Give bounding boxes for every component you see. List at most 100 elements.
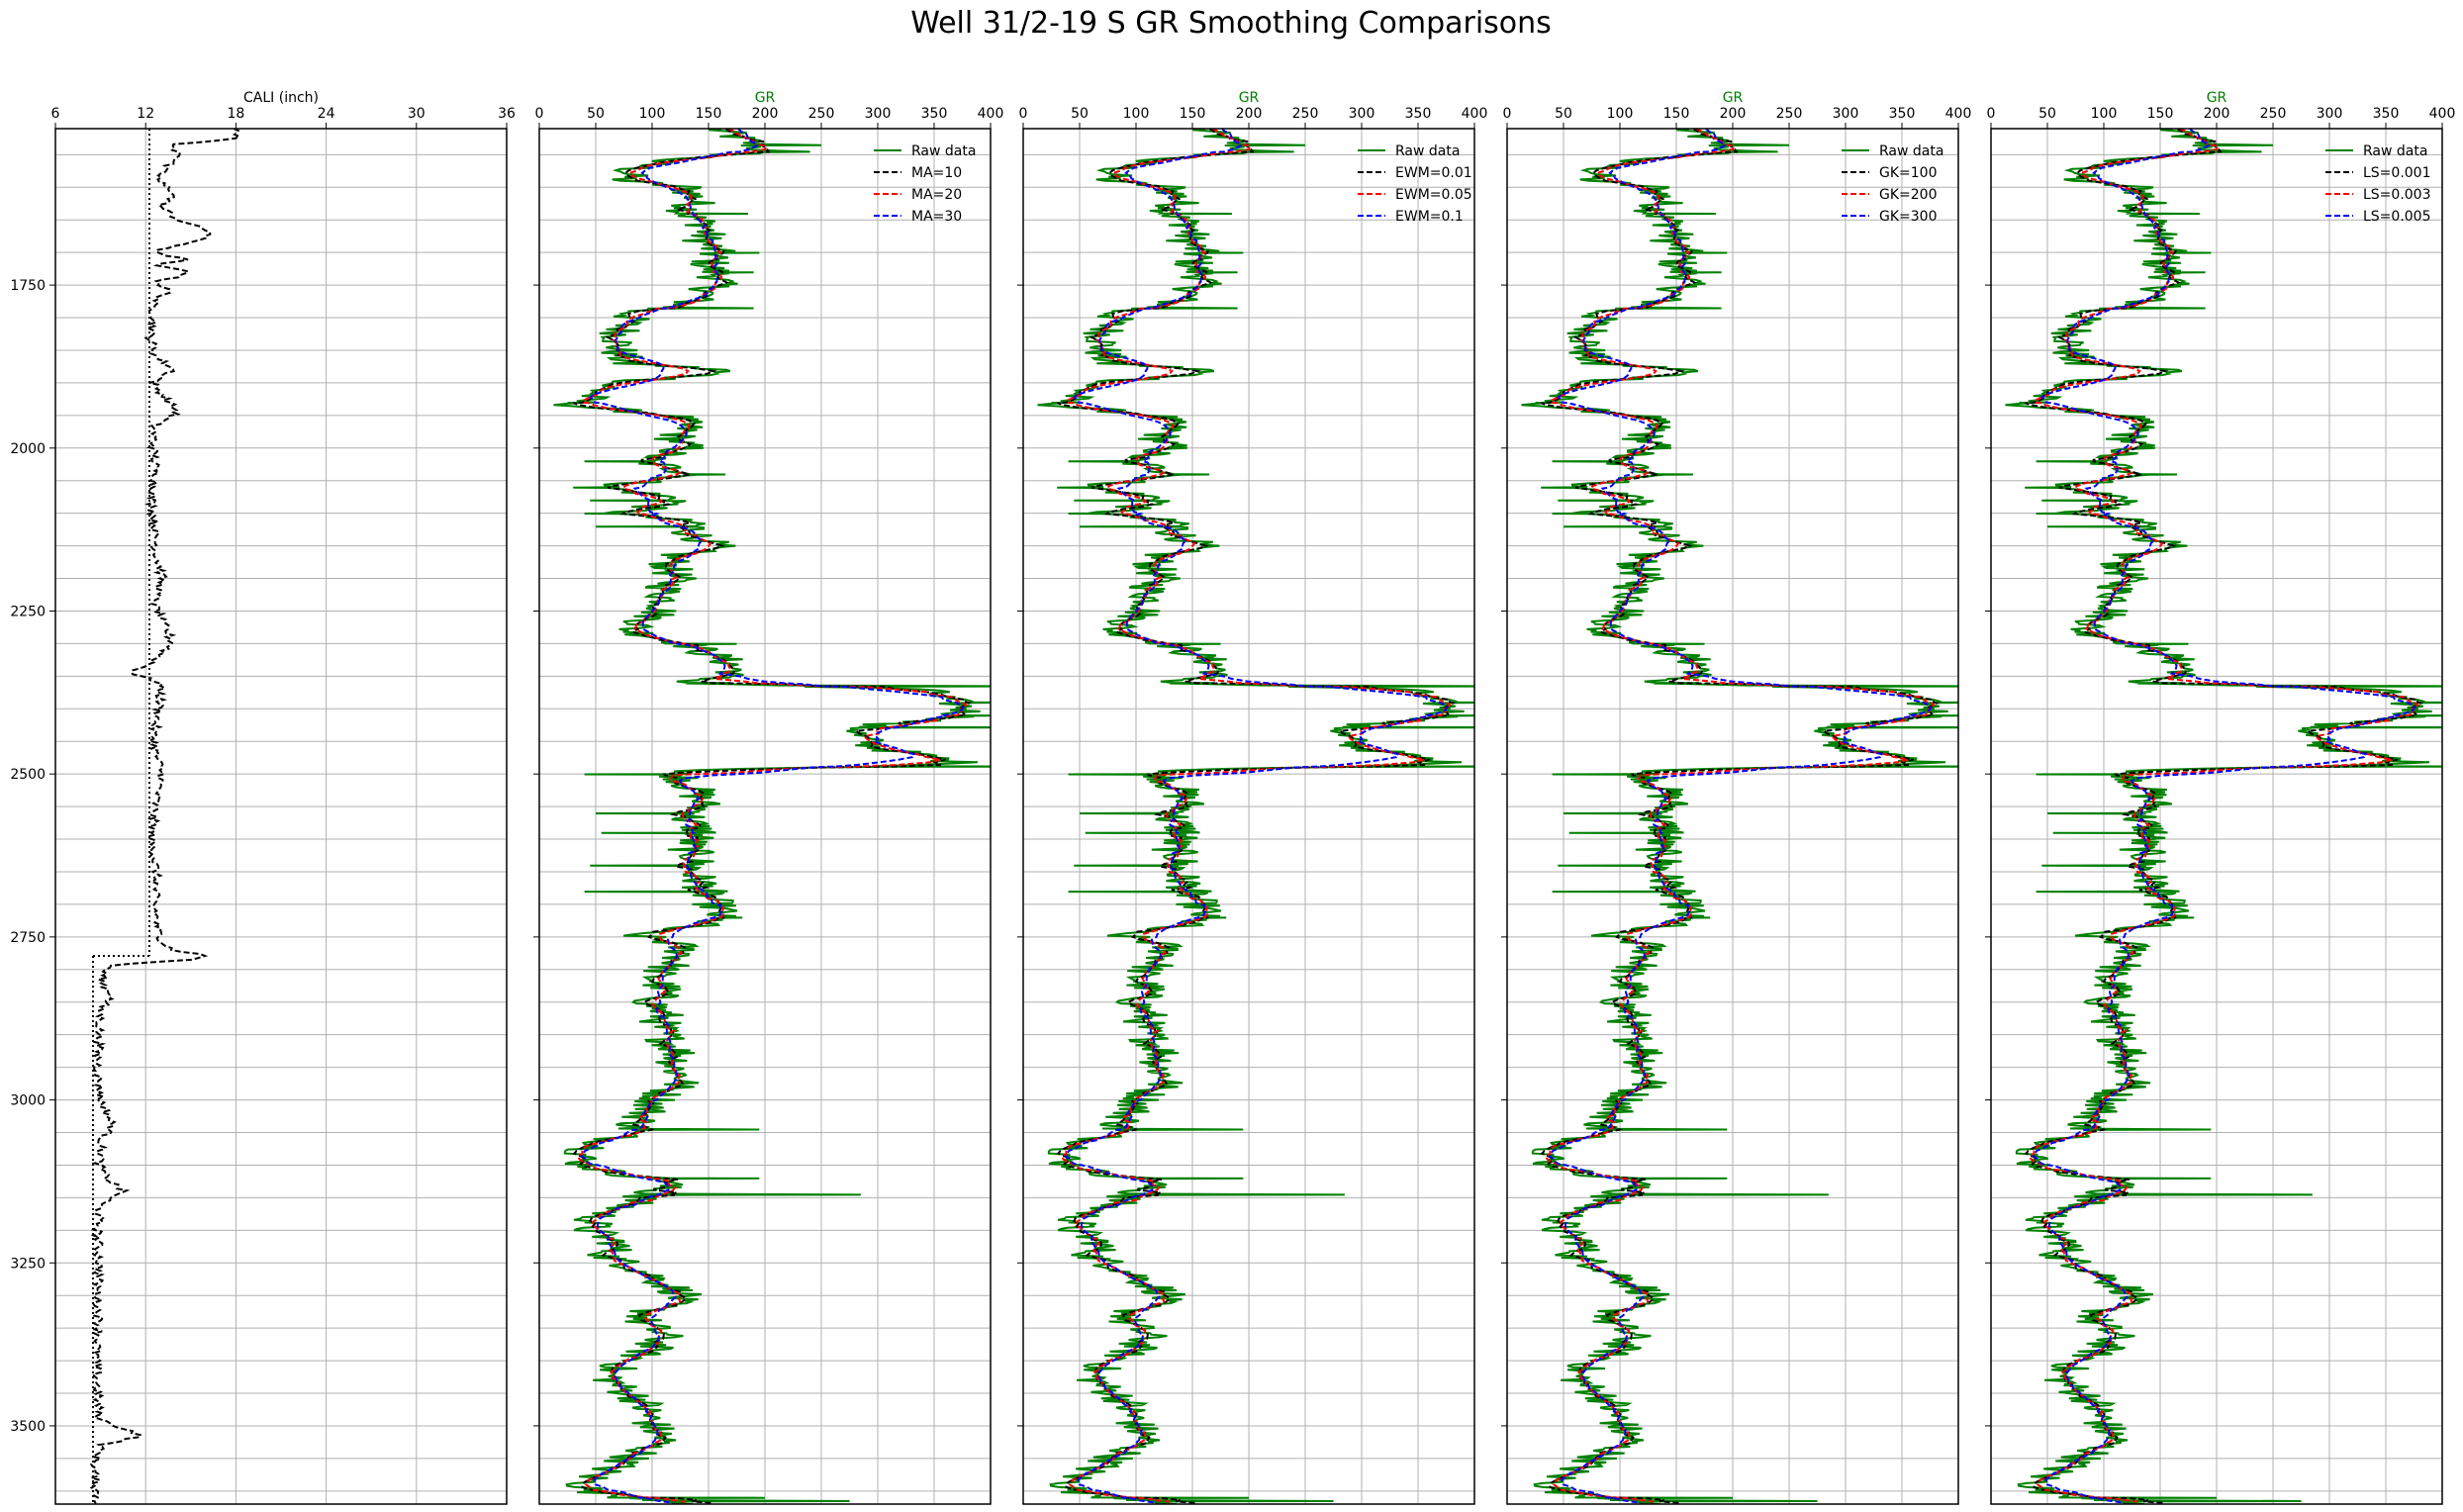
series-raw-data xyxy=(553,129,991,1504)
series-ma-10 xyxy=(572,129,973,1504)
legend-label: MA=20 xyxy=(911,187,962,203)
x-tick-label: 100 xyxy=(639,106,666,122)
y-tick-label: 2500 xyxy=(10,767,46,783)
plot-area xyxy=(1521,129,1958,1504)
y-tick-label: 2750 xyxy=(10,930,46,946)
legend-label: Raw data xyxy=(2363,143,2427,159)
series-ewm-0-01 xyxy=(1056,129,1457,1504)
x-tick-label: 250 xyxy=(1292,106,1319,122)
x-tick-label: 50 xyxy=(1071,106,1089,122)
x-tick-label: 150 xyxy=(1663,106,1690,122)
legend-label: MA=30 xyxy=(911,209,962,225)
x-tick-label: 24 xyxy=(318,106,335,122)
x-tick-label: 100 xyxy=(1607,106,1634,122)
panel-frame xyxy=(54,128,508,1505)
x-tick-label: 100 xyxy=(2091,106,2118,122)
series-ewm-0-1 xyxy=(1064,129,1449,1504)
x-tick-label: 250 xyxy=(1776,106,1803,122)
legend-label: GK=200 xyxy=(1879,187,1937,203)
x-tick-label: 150 xyxy=(1180,106,1206,122)
x-axis-label: GR xyxy=(1723,90,1744,106)
x-tick-label: 350 xyxy=(921,106,948,122)
legend-label: GK=300 xyxy=(1879,209,1937,225)
series-ma-20 xyxy=(577,129,968,1503)
series-raw-data xyxy=(2005,129,2442,1504)
series-gk-300 xyxy=(1548,129,1933,1504)
legend-label: LS=0.001 xyxy=(2363,165,2431,181)
x-tick-label: 50 xyxy=(587,106,605,122)
series-ls-0-003 xyxy=(2029,129,2419,1503)
legend: Raw data LS=0.001 LS=0.003 LS=0.005 xyxy=(2325,143,2431,225)
series-ewm-0-05 xyxy=(1061,129,1452,1503)
panel-frame xyxy=(1022,128,1475,1505)
track-panel-3: 0 50 100 150 200 250 300 350 400 GR Raw data EWM=0.… xyxy=(1017,90,1488,1505)
series-ls-0-005 xyxy=(2032,129,2416,1504)
series-ls-0-001 xyxy=(2024,129,2424,1504)
x-tick-label: 0 xyxy=(1503,106,1512,122)
x-axis-label: GR xyxy=(1239,90,1260,106)
x-tick-label: 300 xyxy=(865,106,892,122)
panel-frame xyxy=(1990,128,2443,1505)
x-tick-label: 200 xyxy=(2204,106,2230,122)
x-axis-label: GR xyxy=(755,90,776,106)
y-tick-label: 1750 xyxy=(10,278,46,294)
x-tick-label: 150 xyxy=(696,106,722,122)
legend-label: Raw data xyxy=(1395,143,1460,159)
x-tick-label: 30 xyxy=(408,106,426,122)
legend-label: LS=0.005 xyxy=(2363,209,2431,225)
series-raw-data xyxy=(1521,129,1958,1504)
x-tick-label: 0 xyxy=(535,106,544,122)
x-tick-label: 36 xyxy=(498,106,516,122)
y-tick-label: 3500 xyxy=(10,1419,46,1435)
x-axis-label: CALI (inch) xyxy=(243,90,319,106)
track-panel-1: 6 12 18 24 30 36 CALI (inch) 1750 2000 2250 2500 27… xyxy=(10,90,516,1505)
plot-area xyxy=(1037,129,1474,1504)
track-panel-4: 0 50 100 150 200 250 300 350 400 GR Raw data GK=100… xyxy=(1501,90,1972,1505)
x-tick-label: 100 xyxy=(1123,106,1150,122)
track-panel-2: 0 50 100 150 200 250 300 350 400 GR Raw data MA=10 M… xyxy=(533,90,1004,1505)
plot-area xyxy=(88,129,242,1504)
x-tick-label: 300 xyxy=(1833,106,1859,122)
series-raw-data xyxy=(1037,129,1474,1504)
x-tick-label: 400 xyxy=(1462,106,1488,122)
legend-label: EWM=0.1 xyxy=(1395,209,1464,225)
x-tick-label: 200 xyxy=(1720,106,1747,122)
x-tick-label: 50 xyxy=(1555,106,1572,122)
x-tick-label: 150 xyxy=(2147,106,2174,122)
x-tick-label: 300 xyxy=(1349,106,1375,122)
legend-label: EWM=0.05 xyxy=(1395,187,1472,203)
plot-area xyxy=(553,129,991,1504)
x-tick-label: 400 xyxy=(1945,106,1972,122)
y-tick-label: 2000 xyxy=(10,441,46,457)
track-panel-5: 0 50 100 150 200 250 300 350 400 GR Raw data LS=0.0… xyxy=(1985,90,2455,1505)
panel-frame xyxy=(538,128,992,1505)
x-tick-label: 400 xyxy=(978,106,1004,122)
x-tick-label: 18 xyxy=(227,106,244,122)
caliper-curve xyxy=(88,129,242,1504)
series-gk-200 xyxy=(1545,129,1936,1503)
y-tick-label: 3000 xyxy=(10,1093,46,1109)
x-tick-label: 6 xyxy=(51,106,60,122)
x-tick-label: 300 xyxy=(2317,106,2343,122)
x-axis-label: GR xyxy=(2207,90,2227,106)
legend-label: MA=10 xyxy=(911,165,962,181)
x-tick-label: 200 xyxy=(752,106,779,122)
x-tick-label: 350 xyxy=(1889,106,1916,122)
x-tick-label: 250 xyxy=(2260,106,2287,122)
x-tick-label: 12 xyxy=(137,106,154,122)
series-gk-100 xyxy=(1540,129,1941,1504)
x-tick-label: 0 xyxy=(1019,106,1028,122)
series-ma-30 xyxy=(580,129,965,1504)
legend-label: EWM=0.01 xyxy=(1395,165,1472,181)
legend-label: GK=100 xyxy=(1879,165,1937,181)
legend-label: Raw data xyxy=(911,143,976,159)
legend: Raw data GK=100 GK=200 GK=300 xyxy=(1842,143,1943,225)
x-tick-label: 50 xyxy=(2038,106,2056,122)
legend-label: LS=0.003 xyxy=(2363,187,2431,203)
plot-area xyxy=(2005,129,2442,1504)
legend-label: Raw data xyxy=(1879,143,1943,159)
legend: Raw data EWM=0.01 EWM=0.05 EWM=0.1 xyxy=(1358,143,1472,225)
panel-frame xyxy=(1506,128,1959,1505)
